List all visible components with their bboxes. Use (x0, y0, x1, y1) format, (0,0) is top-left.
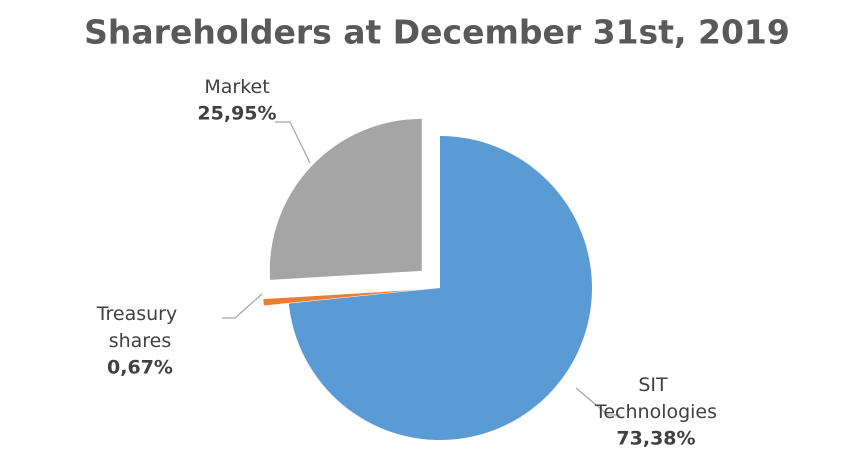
leader-line (575, 387, 620, 416)
category-label: Treasury shares (96, 303, 184, 352)
category-label: Market (204, 76, 269, 98)
pie-slice (263, 290, 416, 306)
chart-title: Shareholders at December 31st, 2019 (84, 13, 790, 52)
leader-line (275, 121, 311, 164)
value-label: 73,38% (616, 428, 695, 450)
leader-line (222, 293, 263, 319)
pie-slice (269, 118, 422, 280)
value-label: 0,67% (107, 357, 173, 379)
value-label: 25,95% (197, 103, 276, 125)
category-label: SIT Technologies (594, 374, 717, 423)
pie-slice (288, 136, 593, 440)
